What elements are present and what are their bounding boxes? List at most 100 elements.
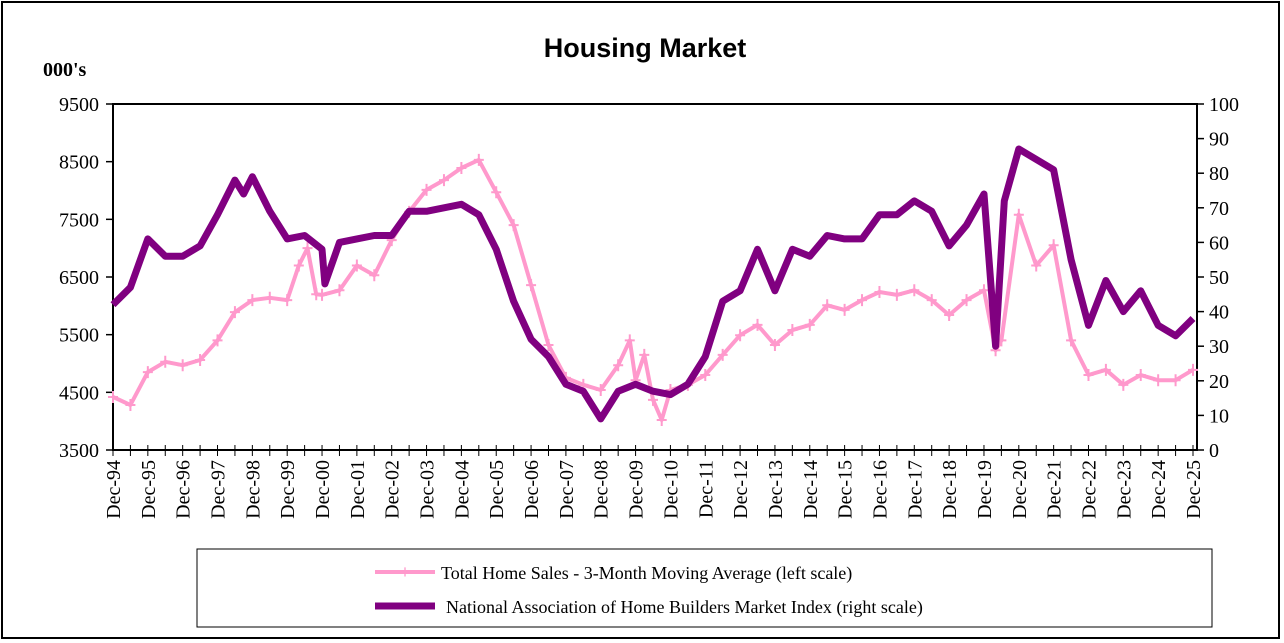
x-tick-label: Dec-05: [486, 460, 508, 519]
x-tick-label: Dec-19: [974, 460, 996, 519]
x-tick-label: Dec-08: [591, 460, 613, 519]
home-sales-point: [595, 384, 606, 397]
x-tick-label: Dec-14: [800, 460, 822, 519]
home-sales-point: [1135, 369, 1146, 382]
x-tick-label: Dec-09: [626, 460, 648, 519]
right-tick-label: 70: [1209, 198, 1229, 220]
home-sales-point: [857, 294, 868, 307]
home-sales-point: [543, 339, 554, 352]
home-sales-point: [302, 242, 313, 255]
right-tick-label: 90: [1209, 129, 1229, 151]
home-sales-point: [1031, 259, 1042, 272]
x-tick-label: Dec-06: [521, 460, 543, 519]
x-tick-label: Dec-12: [730, 460, 752, 519]
right-tick-label: 60: [1209, 232, 1229, 254]
home-sales-point: [891, 288, 902, 301]
home-sales-point: [1170, 374, 1181, 387]
home-sales-point: [526, 279, 537, 292]
home-sales-point: [438, 174, 449, 187]
home-sales-point: [1083, 369, 1094, 382]
home-sales-point: [264, 291, 275, 304]
right-tick-label: 30: [1209, 336, 1229, 358]
x-tick-label: Dec-97: [208, 460, 230, 519]
home-sales-point: [282, 294, 293, 307]
x-tick-label: Dec-13: [765, 460, 787, 519]
home-sales-point: [473, 153, 484, 166]
home-sales-point: [1153, 374, 1164, 387]
legend-label-nahb-index: National Association of Home Builders Ma…: [446, 597, 923, 618]
x-tick-label: Dec-04: [451, 460, 473, 519]
home-sales-point: [229, 306, 240, 319]
home-sales-point: [177, 359, 188, 372]
x-tick-label: Dec-01: [347, 460, 369, 519]
home-sales-point: [1188, 363, 1198, 376]
nahb-index-line: [110, 145, 1196, 423]
home-sales-point: [926, 294, 937, 307]
x-tick-label: Dec-23: [1113, 460, 1135, 519]
home-sales-point: [839, 303, 850, 316]
home-sales-point: [787, 324, 798, 337]
home-sales-point: [125, 399, 136, 412]
home-sales-point: [1118, 378, 1129, 391]
left-tick-label: 3500: [59, 440, 99, 462]
x-tick-label: Dec-22: [1078, 460, 1100, 519]
home-sales-point: [700, 369, 711, 382]
legend-plus-marker: +: [400, 562, 411, 582]
home-sales-point: [648, 393, 658, 406]
left-tick-label: 7500: [59, 209, 99, 231]
home-sales-point: [491, 186, 502, 199]
home-sales-point: [639, 348, 650, 361]
right-tick-label: 10: [1209, 405, 1229, 427]
home-sales-point: [421, 183, 432, 196]
home-sales-point: [108, 390, 118, 403]
home-sales-point: [656, 414, 667, 427]
x-tick-label: Dec-98: [242, 460, 264, 519]
home-sales-point: [160, 355, 171, 368]
home-sales-point: [247, 294, 258, 307]
x-tick-label: Dec-99: [277, 460, 299, 519]
home-sales-point: [317, 288, 328, 301]
x-tick-label: Dec-02: [382, 460, 404, 519]
left-tick-label: 4500: [59, 382, 99, 404]
home-sales-point: [735, 329, 746, 342]
x-tick-label: Dec-11: [695, 460, 717, 518]
home-sales-point: [1048, 239, 1059, 252]
right-tick-label: 50: [1209, 267, 1229, 289]
left-tick-label: 6500: [59, 267, 99, 289]
home-sales-point: [624, 334, 635, 347]
home-sales-point: [717, 348, 728, 361]
left-tick-label: 8500: [59, 152, 99, 174]
home-sales-point: [874, 285, 885, 298]
x-tick-label: Dec-17: [904, 460, 926, 519]
x-tick-label: Dec-94: [103, 460, 125, 519]
home-sales-point: [334, 284, 345, 297]
x-tick-label: Dec-16: [869, 460, 891, 519]
x-tick-label: Dec-07: [556, 460, 578, 519]
home-sales-point: [508, 219, 519, 232]
left-axis-unit-label: 000's: [43, 59, 87, 81]
home-sales-point: [804, 318, 815, 331]
legend-label-home-sales: Total Home Sales - 3-Month Moving Averag…: [441, 563, 852, 584]
home-sales-point: [351, 259, 362, 272]
chart-title: Housing Market: [544, 33, 747, 63]
home-sales-point: [195, 354, 206, 367]
right-tick-label: 80: [1209, 163, 1229, 185]
x-tick-label: Dec-25: [1183, 460, 1205, 519]
legend-box: [196, 548, 1213, 628]
home-sales-point: [1013, 208, 1024, 221]
left-tick-label: 9500: [59, 94, 99, 116]
home-sales-point: [369, 269, 380, 282]
x-tick-label: Dec-18: [939, 460, 961, 519]
left-tick-label: 5500: [59, 325, 99, 347]
home-sales-point: [752, 318, 763, 331]
home-sales-point: [613, 359, 624, 372]
home-sales-point: [1100, 363, 1111, 376]
right-tick-label: 20: [1209, 371, 1229, 393]
home-sales-line: [112, 157, 1195, 422]
home-sales-point: [961, 294, 972, 307]
home-sales-point: [822, 299, 833, 312]
x-tick-label: Dec-95: [138, 460, 160, 519]
x-tick-label: Dec-20: [1009, 460, 1031, 519]
